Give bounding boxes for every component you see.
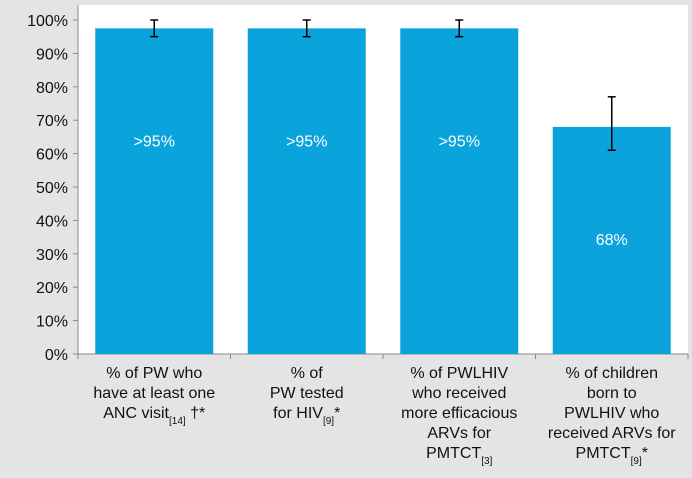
x-tick-label: % of children	[566, 365, 659, 382]
y-tick-label: 20%	[36, 280, 68, 297]
x-tick-label: % of PW who	[106, 365, 202, 382]
x-tick-label: PW tested	[270, 385, 344, 402]
y-tick-label: 60%	[36, 147, 68, 164]
y-tick-label: 70%	[36, 113, 68, 130]
error-bar	[607, 96, 616, 152]
label-text: *	[642, 445, 648, 462]
x-tick-label: more efficacious	[401, 405, 517, 422]
label-subscript: [3]	[481, 456, 492, 467]
value-label: >95%	[439, 133, 480, 150]
label-text: PMTCT	[426, 445, 481, 462]
value-label: >95%	[286, 133, 327, 150]
x-tick-label: for HIV[9]*	[273, 405, 340, 427]
x-tick-label: born to	[587, 385, 637, 402]
x-tick-label: have at least one	[93, 385, 215, 402]
x-tick-label: PMTCT[3]	[426, 445, 492, 467]
label-subscript: [9]	[323, 416, 334, 427]
error-bar	[455, 19, 464, 38]
label-text: ANC visit	[103, 405, 169, 422]
label-subscript: [9]	[631, 456, 642, 467]
error-bar	[302, 19, 311, 38]
y-tick-label: 100%	[27, 13, 68, 30]
bar	[400, 28, 519, 354]
x-tick-label: received ARVs for	[548, 425, 676, 442]
bar	[552, 126, 671, 354]
value-label: >95%	[134, 133, 175, 150]
label-text: PMTCT	[576, 445, 631, 462]
error-bar	[150, 19, 159, 38]
y-tick-label: 40%	[36, 213, 68, 230]
x-tick-label: PWLHIV who	[564, 405, 659, 422]
bar	[95, 28, 214, 354]
label-subscript: [14]	[169, 416, 186, 427]
x-tick-label: % of PWLHIV	[410, 365, 508, 382]
x-tick-label: ANC visit[14] †*	[103, 405, 205, 427]
y-tick-label: 50%	[36, 180, 68, 197]
x-tick-label: % of	[291, 365, 324, 382]
x-tick-label: PMTCT[9]*	[576, 445, 648, 467]
label-text: for HIV	[273, 405, 323, 422]
y-tick-label: 10%	[36, 314, 68, 331]
bar	[247, 28, 366, 354]
x-tick-label: ARVs for	[427, 425, 491, 442]
y-tick-label: 90%	[36, 46, 68, 63]
label-text: †*	[186, 405, 206, 422]
y-tick-label: 0%	[45, 347, 68, 364]
y-tick-label: 30%	[36, 247, 68, 264]
value-label: 68%	[596, 232, 628, 249]
label-text: *	[334, 405, 340, 422]
y-tick-label: 80%	[36, 80, 68, 97]
x-tick-label: who received	[411, 385, 506, 402]
